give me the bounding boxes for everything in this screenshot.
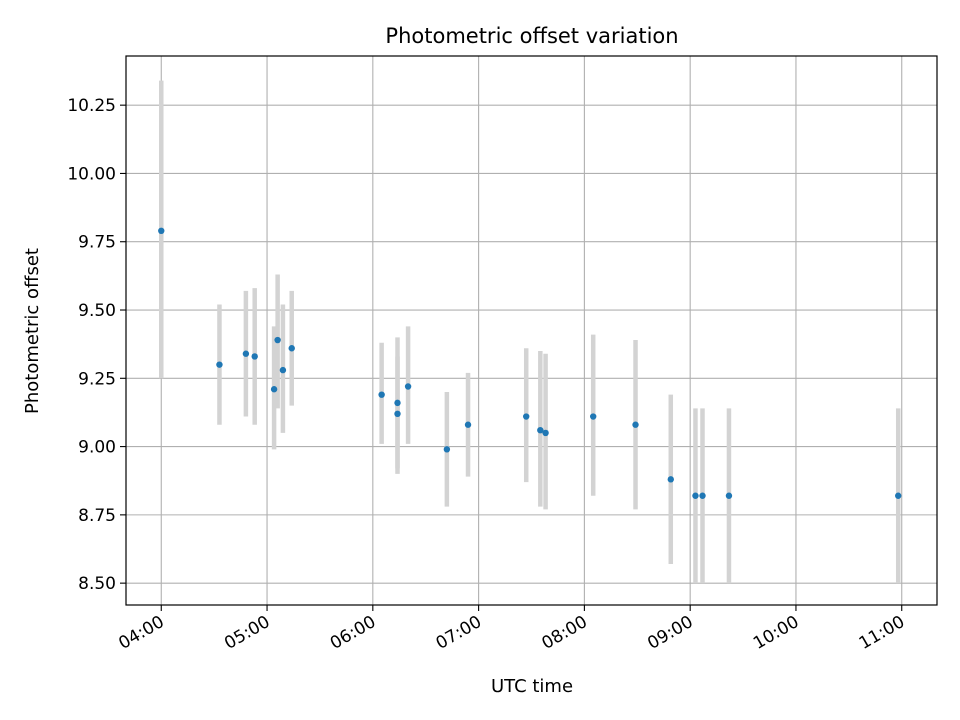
y-tick-label: 8.50 — [78, 574, 116, 594]
data-point — [590, 413, 597, 420]
chart-title: Photometric offset variation — [385, 24, 678, 48]
data-point — [158, 227, 165, 235]
data-point — [523, 413, 530, 420]
data-point — [692, 492, 699, 499]
plot-frame — [125, 55, 938, 606]
y-axis-label: Photometric offset — [22, 248, 43, 414]
data-point — [542, 429, 549, 437]
data-points — [158, 227, 902, 499]
data-point — [895, 492, 902, 499]
data-point — [404, 383, 412, 390]
data-point — [251, 353, 258, 360]
data-point — [288, 345, 295, 352]
data-point — [270, 386, 278, 393]
data-point — [464, 421, 472, 428]
y-tick-label: 10.25 — [67, 96, 116, 116]
y-tick-label: 10.00 — [67, 164, 116, 184]
data-point — [632, 421, 639, 428]
data-point — [699, 492, 706, 499]
y-axis-ticks: 8.50 8.75 9.00 9.25 9.50 9.75 10.00 10.25 — [67, 96, 126, 594]
data-point — [279, 366, 287, 374]
x-axis-label: UTC time — [491, 676, 573, 697]
grid — [126, 56, 937, 605]
data-point — [667, 476, 674, 483]
data-point — [274, 336, 281, 344]
y-tick-label: 9.50 — [78, 301, 116, 321]
data-point — [394, 399, 401, 407]
data-point — [443, 446, 451, 453]
data-point — [216, 361, 223, 368]
data-point — [537, 426, 544, 434]
data-point — [725, 492, 733, 499]
y-tick-label: 9.75 — [78, 233, 116, 253]
y-tick-label: 9.00 — [78, 438, 116, 458]
y-tick-label: 8.75 — [78, 506, 116, 526]
data-point — [394, 410, 401, 418]
data-point — [378, 391, 385, 398]
data-point — [242, 350, 250, 357]
y-tick-label: 9.25 — [78, 369, 116, 389]
